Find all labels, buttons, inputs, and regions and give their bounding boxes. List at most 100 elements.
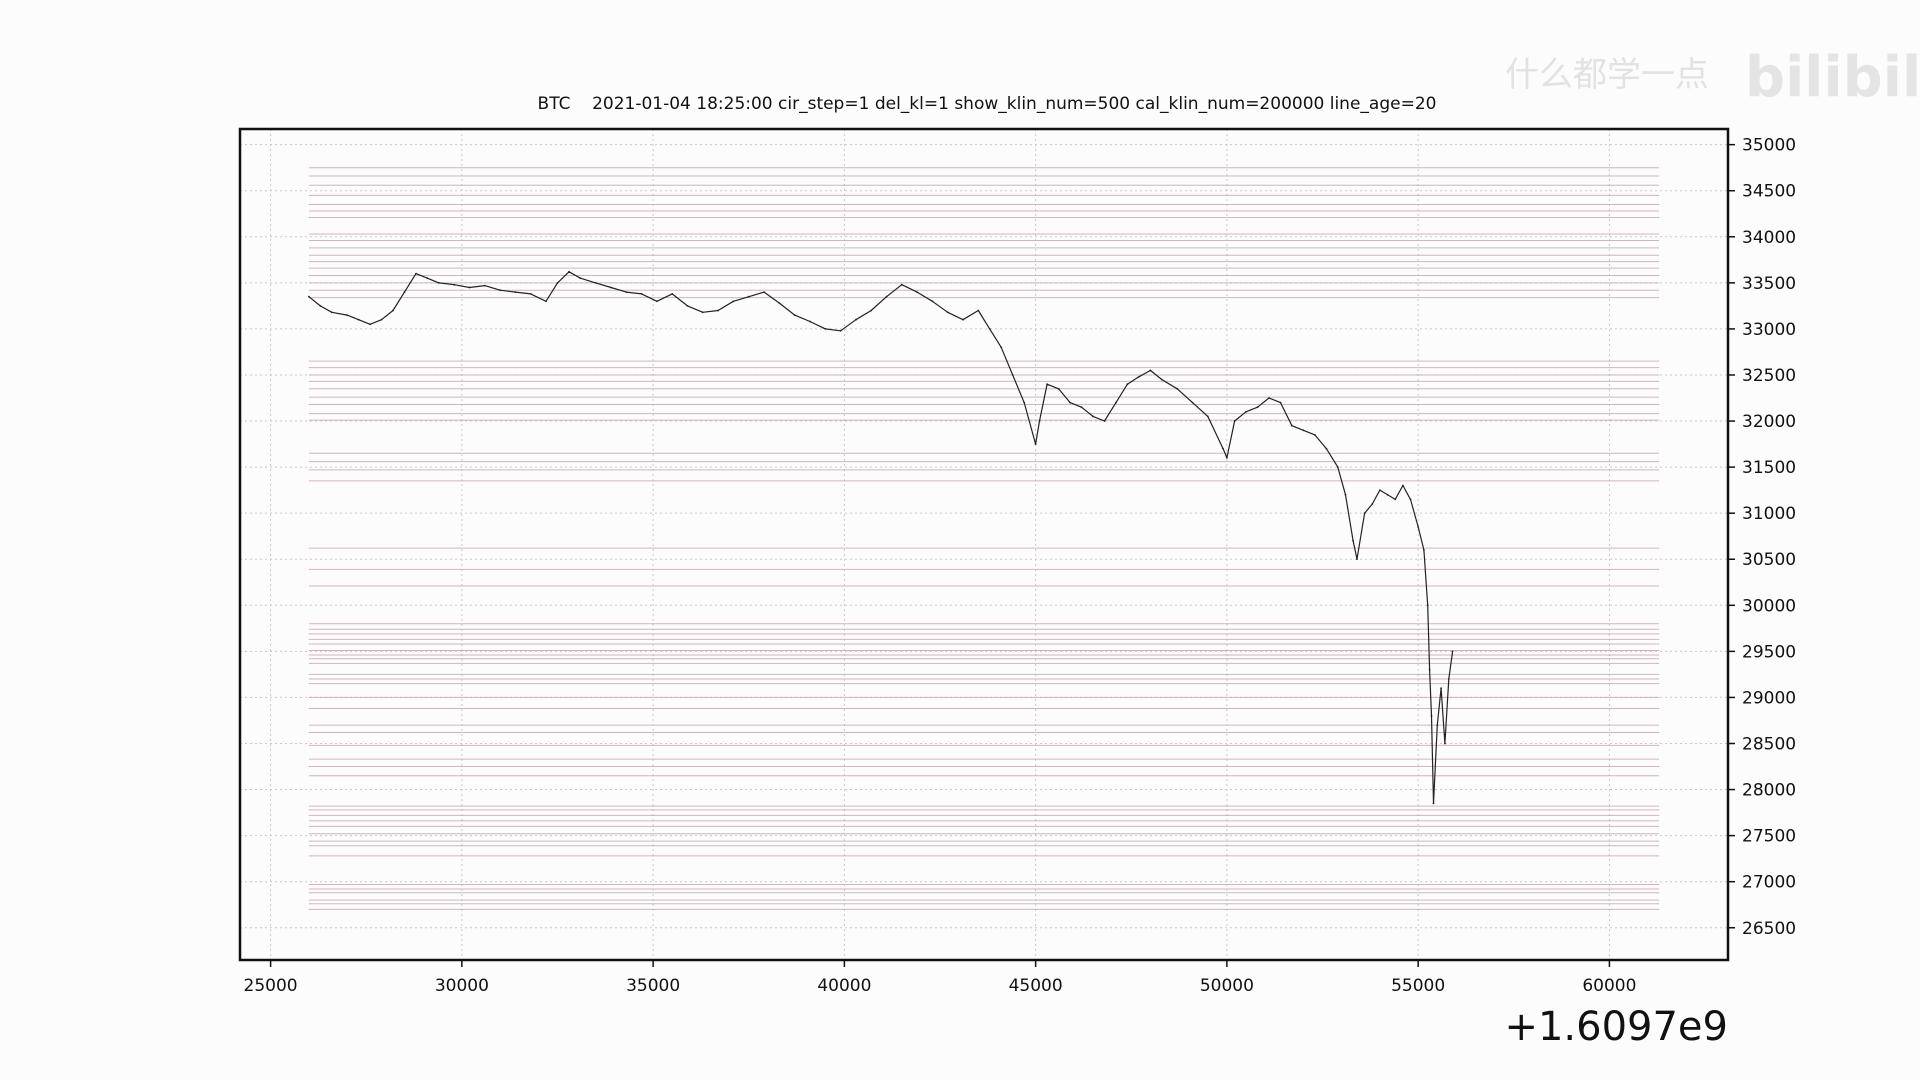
price-point: [308, 295, 310, 298]
price-point: [1291, 424, 1293, 427]
price-point: [1451, 650, 1454, 653]
chart-title: BTC 2021-01-04 18:25:00 cir_step=1 del_k…: [538, 94, 1437, 114]
price-point: [885, 295, 888, 298]
grid: [240, 129, 1728, 960]
price-point: [1402, 484, 1404, 487]
price-point: [499, 289, 501, 292]
price-point: [483, 284, 486, 287]
price-point: [732, 300, 735, 303]
price-point: [1206, 415, 1209, 418]
price-point: [1233, 420, 1236, 422]
price-point: [1138, 375, 1140, 378]
price-series: [308, 270, 1454, 805]
price-point: [640, 293, 643, 295]
price-point: [1444, 742, 1446, 745]
y-tick-label: 35000: [1742, 136, 1796, 156]
price-point: [1268, 397, 1270, 399]
y-axis: 26500 27000 27500 28000 28500 29000 29500 30000…: [1728, 136, 1796, 939]
price-point: [579, 277, 582, 280]
price-point: [1356, 558, 1358, 561]
x-offset-label: +1.6097e9: [1504, 1004, 1728, 1050]
price-point: [1023, 401, 1026, 404]
price-point: [415, 272, 417, 275]
price-point: [1363, 512, 1366, 515]
y-tick-label: 28500: [1742, 734, 1796, 754]
price-point: [568, 270, 570, 273]
y-tick-label: 26500: [1742, 919, 1796, 939]
x-tick-label: 50000: [1200, 976, 1254, 996]
price-point: [1409, 498, 1412, 501]
price-point: [1436, 724, 1439, 726]
price-point: [671, 293, 674, 295]
y-tick-label: 31000: [1742, 504, 1796, 524]
price-point: [594, 282, 597, 284]
price-point: [1371, 503, 1374, 505]
y-tick-label: 33500: [1742, 274, 1796, 294]
price-point: [946, 311, 949, 314]
price-point: [1126, 383, 1129, 386]
y-tick-label: 27500: [1742, 827, 1796, 847]
plot-frame: [238, 127, 1730, 962]
price-point: [380, 318, 383, 321]
x-tick-label: 45000: [1009, 976, 1063, 996]
price-point: [1092, 415, 1094, 418]
x-tick-label: 55000: [1391, 976, 1445, 996]
price-point: [1279, 401, 1282, 404]
y-tick-label: 30000: [1742, 596, 1796, 616]
y-tick-label: 30500: [1742, 550, 1796, 570]
price-line: [308, 271, 1454, 805]
watermark-text: 什么都学一点: [1505, 55, 1709, 95]
price-point: [1038, 420, 1041, 422]
price-point: [931, 300, 934, 303]
price-point: [556, 282, 559, 284]
level-lines: [308, 167, 1660, 910]
price-point: [1379, 489, 1381, 491]
price-point: [1034, 443, 1037, 445]
price-point: [870, 309, 873, 312]
price-point: [403, 291, 406, 293]
price-point: [656, 300, 658, 303]
price-point: [1417, 526, 1420, 528]
y-tick-label: 27000: [1742, 873, 1796, 893]
y-tick-label: 34000: [1742, 228, 1796, 248]
price-point: [319, 305, 322, 307]
price-point: [369, 323, 371, 326]
price-point: [1103, 420, 1106, 422]
x-tick-label: 60000: [1582, 976, 1636, 996]
price-point: [529, 293, 532, 295]
y-tick-label: 32500: [1742, 366, 1796, 386]
price-point: [1336, 466, 1339, 468]
price-point: [1000, 346, 1003, 349]
price-point: [1149, 369, 1152, 372]
price-point: [717, 309, 719, 312]
x-tick-label: 25000: [244, 976, 298, 996]
y-tick-label: 34500: [1742, 182, 1796, 202]
y-tick-label: 29500: [1742, 642, 1796, 662]
price-point: [793, 314, 796, 316]
y-tick-label: 32000: [1742, 412, 1796, 432]
price-point: [1226, 457, 1228, 459]
price-point: [1011, 374, 1014, 376]
price-point: [1430, 715, 1433, 717]
x-tick-label: 40000: [817, 976, 871, 996]
price-point: [1352, 539, 1354, 542]
price-point: [1046, 383, 1048, 386]
x-axis: 25000 30000 35000 40000 45000 50000 55000 60000: [244, 960, 1636, 996]
price-point: [1161, 378, 1163, 381]
price-point: [1245, 410, 1247, 413]
price-point: [1302, 429, 1305, 432]
price-point: [916, 291, 918, 293]
price-point: [988, 328, 991, 330]
price-point: [900, 283, 903, 286]
price-point: [1069, 401, 1071, 404]
price-point: [453, 283, 456, 286]
price-point: [1222, 447, 1224, 450]
price-point: [1426, 604, 1429, 607]
price-point: [855, 318, 857, 321]
price-point: [514, 291, 517, 293]
y-tick-label: 33000: [1742, 320, 1796, 340]
price-point: [330, 311, 333, 314]
price-point: [686, 305, 689, 307]
price-point: [1344, 493, 1347, 496]
price-point: [962, 318, 964, 321]
